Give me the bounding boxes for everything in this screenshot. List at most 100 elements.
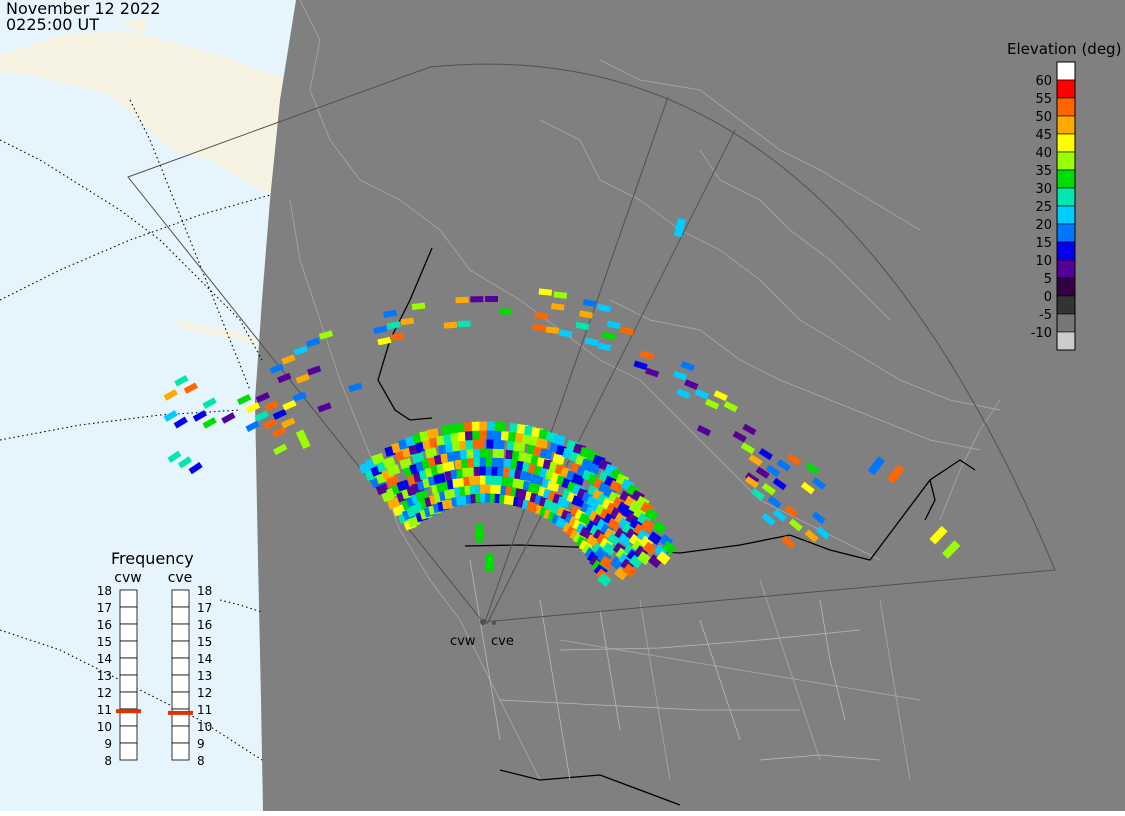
echo-cell [750, 488, 766, 501]
echo-cell [273, 443, 288, 456]
radar-site-cvw [480, 619, 486, 625]
echo-cell [202, 397, 217, 409]
echo-cell [622, 563, 637, 578]
frequency-tick-label: 16 [97, 618, 112, 632]
echo-cell [732, 430, 747, 443]
echo-cell [676, 388, 691, 399]
colorbar-top-bin [1056, 61, 1076, 81]
echo-cell [532, 323, 546, 332]
echo-cell [748, 454, 763, 467]
frequency-bin [171, 725, 190, 744]
frequency-tick-label: 8 [104, 754, 112, 768]
echo-cell [647, 554, 663, 569]
echo-cell [740, 442, 756, 455]
echo-cell [534, 312, 548, 320]
echo-cell [494, 421, 506, 432]
colorbar-label: -5 [1039, 308, 1052, 323]
date-label: November 12 2022 [6, 0, 161, 18]
colorbar-bin [1056, 223, 1076, 243]
echo-cell [386, 475, 400, 488]
echo-cell [492, 457, 504, 468]
echo-cell [597, 572, 612, 587]
echo-cell [704, 398, 720, 410]
colorbar-label: 50 [1035, 110, 1052, 125]
echo-cell [597, 342, 612, 352]
graticule-lines [0, 99, 271, 761]
echo-cell [386, 321, 401, 330]
frequency-tick-label: 11 [97, 703, 112, 717]
colorbar-label: 40 [1035, 146, 1052, 161]
echo-cell [174, 375, 189, 387]
echo-cell [474, 524, 484, 543]
echo-cell [503, 495, 516, 506]
echo-cell [602, 542, 617, 556]
echo-cell [556, 496, 571, 509]
echo-cell [382, 456, 396, 469]
echo-cell [282, 399, 297, 411]
echo-cell [599, 555, 614, 570]
echo-cell [587, 462, 601, 475]
echo-cell [472, 439, 484, 449]
echo-cell [263, 418, 278, 430]
colorbar-label: 15 [1035, 236, 1052, 251]
echo-cell [558, 329, 573, 338]
frequency-bin [171, 623, 190, 642]
echo-cell [392, 504, 406, 517]
echo-cell [942, 540, 961, 559]
echo-cell [696, 424, 712, 437]
colorbar-bin [1056, 241, 1076, 261]
frequency-tick-label: 11 [197, 703, 212, 717]
echo-cell [399, 457, 413, 470]
echo-cell [644, 507, 659, 522]
echo-cell [479, 448, 491, 458]
echo-cell [539, 448, 553, 460]
colorbar-label: 35 [1035, 164, 1052, 179]
frequency-tick-label: 18 [97, 584, 112, 598]
echo-cell [776, 459, 791, 472]
state-borders [469, 559, 881, 781]
echo-cell [535, 437, 549, 449]
echo-cell [457, 320, 471, 328]
echo-cell [484, 553, 494, 573]
echo-cell [781, 535, 796, 549]
echo-cell [579, 310, 593, 319]
colorbar-bin [1056, 151, 1076, 171]
frequency-tick-label: 13 [197, 669, 212, 683]
radar-label-cvw: cvw [450, 634, 476, 649]
echo-cell [490, 484, 502, 494]
echo-cell [386, 497, 401, 510]
frequency-tick-label: 16 [197, 618, 212, 632]
echo-cell [652, 520, 667, 535]
echo-cell [772, 477, 787, 491]
echo-cell [673, 217, 686, 238]
colorbar-label: 55 [1035, 92, 1052, 107]
echo-cell [245, 402, 261, 414]
echo-cell [545, 326, 560, 334]
echo-cell [433, 473, 446, 484]
echo-cell [424, 447, 438, 459]
colorbar-label: 10 [1035, 254, 1052, 269]
frequency-bin [119, 674, 138, 693]
echo-cell [633, 360, 648, 371]
echo-cell [163, 389, 178, 401]
frequency-column-label: cvw [114, 570, 141, 586]
echo-cell [443, 321, 458, 329]
frequency-tick-label: 14 [197, 652, 212, 666]
echo-cell [661, 540, 677, 555]
frequency-tick-label: 15 [97, 635, 112, 649]
frequency-bin [119, 657, 138, 676]
echo-cell [755, 466, 770, 479]
echo-cell [400, 317, 415, 326]
echo-cell [317, 402, 332, 413]
colorbar-label: 45 [1035, 128, 1052, 143]
radar-site-cve [492, 621, 496, 625]
frequency-tick-label: 12 [197, 686, 212, 700]
daylight-land-alaska [0, 30, 290, 200]
echo-cell [867, 456, 886, 476]
frequency-bin [171, 657, 190, 676]
echo-cell [713, 390, 728, 402]
echo-cell [767, 495, 782, 509]
echo-cell [272, 426, 287, 438]
colorbar-bin [1056, 133, 1076, 153]
echo-cell [490, 475, 503, 485]
